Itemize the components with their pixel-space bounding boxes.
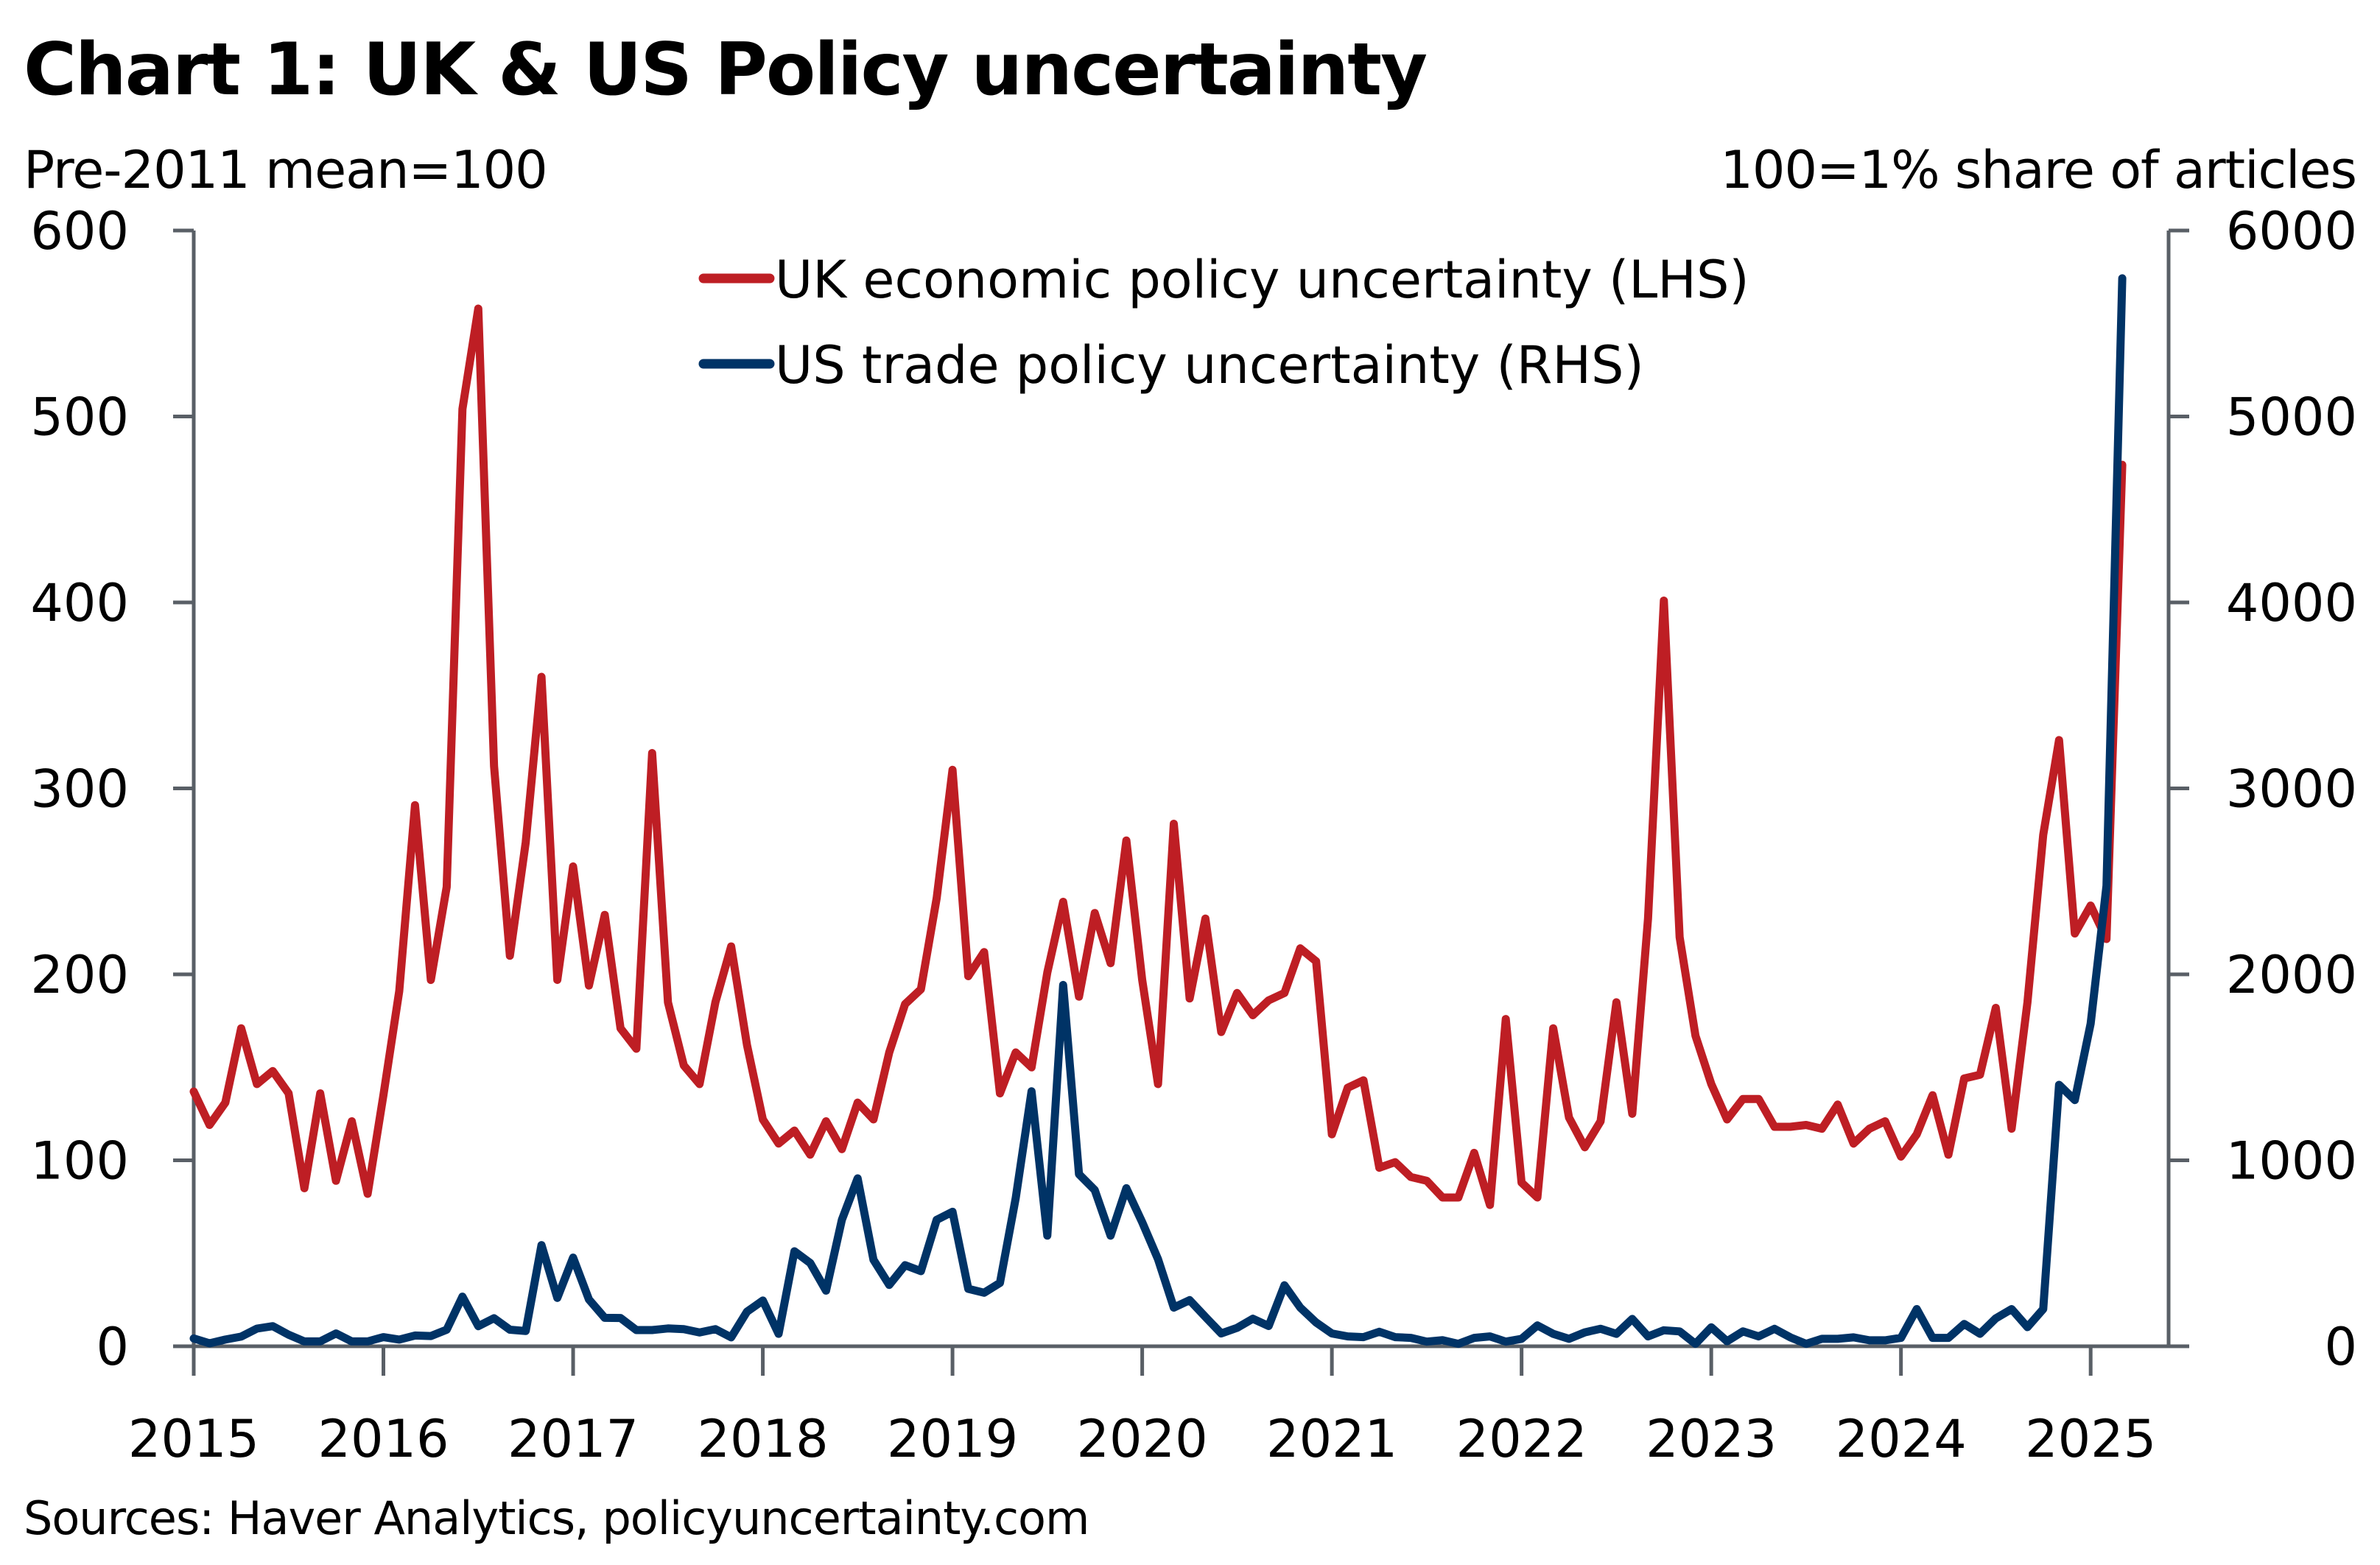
x-tick-label: 2024 xyxy=(1836,1409,1967,1469)
left-tick-label: 600 xyxy=(30,201,129,261)
x-tick-label: 2025 xyxy=(2025,1409,2156,1469)
chart-title: Chart 1: UK & US Policy uncertainty xyxy=(24,28,1428,112)
left-tick-label: 400 xyxy=(30,573,129,633)
x-tick-label: 2022 xyxy=(1456,1409,1587,1469)
right-tick-label: 1000 xyxy=(2226,1131,2357,1192)
x-tick-label: 2017 xyxy=(508,1409,639,1469)
left-axis-note: Pre-2011 mean=100 xyxy=(24,140,548,200)
uk-policy-uncertainty-line xyxy=(189,304,2127,1209)
legend-label-us: US trade policy uncertainty (RHS) xyxy=(775,335,1644,395)
right-tick-label: 3000 xyxy=(2226,759,2357,820)
left-tick-label: 500 xyxy=(30,387,129,448)
legend: UK economic policy uncertainty (LHS) US t… xyxy=(698,250,1749,395)
right-tick-label: 4000 xyxy=(2226,573,2357,633)
right-tick-label: 2000 xyxy=(2226,945,2357,1005)
axes-group: 0100200300400500600010002000300040005000… xyxy=(30,201,2357,1469)
right-tick-label: 6000 xyxy=(2226,201,2357,261)
series-group xyxy=(189,274,2127,1348)
left-tick-label: 100 xyxy=(30,1131,129,1192)
x-tick-label: 2018 xyxy=(697,1409,828,1469)
right-axis-note: 100=1% share of articles xyxy=(1720,140,2357,200)
left-tick-label: 200 xyxy=(30,945,129,1005)
left-tick-label: 300 xyxy=(30,759,129,820)
x-tick-label: 2019 xyxy=(887,1409,1018,1469)
right-tick-label: 0 xyxy=(2324,1317,2357,1377)
right-tick-label: 5000 xyxy=(2226,387,2357,448)
source-note: Sources: Haver Analytics, policyuncertai… xyxy=(24,1491,1089,1545)
us-trade-uncertainty-line xyxy=(189,274,2127,1348)
x-tick-label: 2016 xyxy=(317,1409,449,1469)
x-tick-label: 2015 xyxy=(128,1409,259,1469)
legend-label-uk: UK economic policy uncertainty (LHS) xyxy=(775,250,1749,310)
x-tick-label: 2023 xyxy=(1646,1409,1777,1469)
x-tick-label: 2021 xyxy=(1266,1409,1397,1469)
x-tick-label: 2020 xyxy=(1077,1409,1208,1469)
left-tick-label: 0 xyxy=(96,1317,129,1377)
